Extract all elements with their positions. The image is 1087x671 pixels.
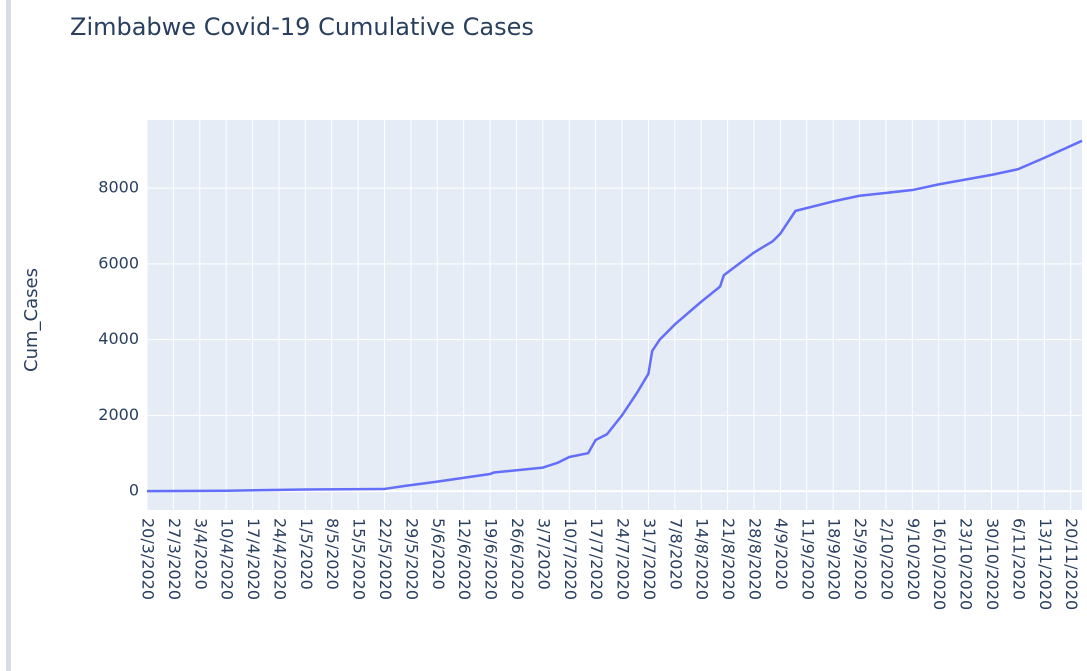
x-tick-label: 20/3/2020 <box>139 518 158 600</box>
y-tick-label: 8000 <box>98 178 139 197</box>
x-tick-label: 14/8/2020 <box>693 518 712 600</box>
y-tick-label: 4000 <box>98 329 139 348</box>
x-tick-label: 13/11/2020 <box>1036 518 1055 610</box>
x-tick-label: 1/5/2020 <box>297 518 316 590</box>
x-tick-label: 24/7/2020 <box>614 518 633 600</box>
x-tick-label: 11/9/2020 <box>798 518 817 600</box>
x-tick-label: 27/3/2020 <box>165 518 184 600</box>
x-tick-label: 19/6/2020 <box>482 518 501 600</box>
x-tick-label: 3/7/2020 <box>534 518 553 590</box>
x-tick-label: 9/10/2020 <box>904 518 923 600</box>
x-tick-label: 28/8/2020 <box>745 518 764 600</box>
x-tick-label: 10/7/2020 <box>561 518 580 600</box>
x-tick-label: 6/11/2020 <box>1009 518 1028 600</box>
x-tick-label: 26/6/2020 <box>508 518 527 600</box>
chart-title: Zimbabwe Covid-19 Cumulative Cases <box>70 13 534 41</box>
x-tick-label: 25/9/2020 <box>851 518 870 600</box>
x-tick-label: 24/4/2020 <box>270 518 289 600</box>
x-tick-label: 18/9/2020 <box>825 518 844 600</box>
x-tick-label: 30/10/2020 <box>983 518 1002 610</box>
line <box>146 139 1083 493</box>
y-axis-title: Cum_Cases <box>21 268 42 372</box>
side-bar <box>6 0 11 671</box>
y-tick-label: 0 <box>129 481 139 500</box>
x-tick-label: 15/5/2020 <box>350 518 369 600</box>
y-tick-label: 6000 <box>98 253 139 272</box>
x-tick-label: 10/4/2020 <box>218 518 237 600</box>
x-tick-label: 17/4/2020 <box>244 518 263 600</box>
x-tick-label: 3/4/2020 <box>191 518 210 590</box>
x-tick-label: 12/6/2020 <box>455 518 474 600</box>
x-tick-label: 16/10/2020 <box>930 518 949 610</box>
x-tick-label: 21/8/2020 <box>719 518 738 600</box>
x-tick-label: 5/6/2020 <box>429 518 448 590</box>
x-tick-label: 23/10/2020 <box>957 518 976 610</box>
y-tick-label: 2000 <box>98 405 139 424</box>
plot-area <box>147 120 1082 510</box>
x-tick-label: 31/7/2020 <box>640 518 659 600</box>
x-tick-label: 2/10/2020 <box>877 518 896 600</box>
x-tick-label: 20/11/2020 <box>1062 518 1081 610</box>
x-tick-label: 8/5/2020 <box>323 518 342 590</box>
x-tick-label: 7/8/2020 <box>666 518 685 590</box>
x-tick-label: 4/9/2020 <box>772 518 791 590</box>
x-tick-label: 29/5/2020 <box>402 518 421 600</box>
x-tick-label: 17/7/2020 <box>587 518 606 600</box>
x-tick-label: 22/5/2020 <box>376 518 395 600</box>
